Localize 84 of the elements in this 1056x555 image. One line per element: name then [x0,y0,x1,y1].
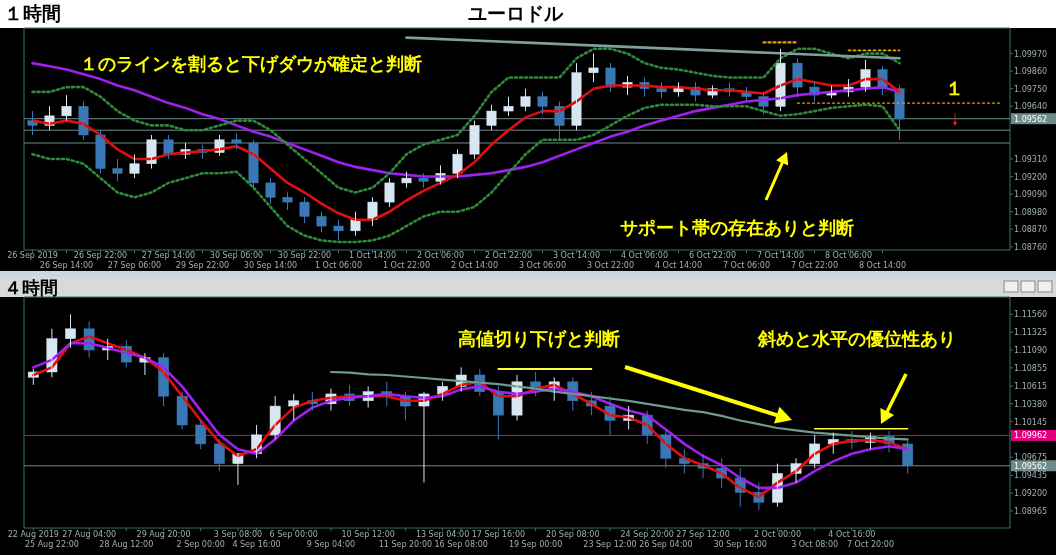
x-tick-label: 6 Sep 00:00 [269,530,318,539]
x-tick-label: 26 Sep 14:00 [39,260,94,270]
x-tick-label: 11 Sep 20:00 [378,539,433,549]
x-tick-label: 30 Sep 14:00 [243,260,298,270]
x-tick-label: 9 Sep 04:00 [306,539,356,549]
x-tick-label: 7 Oct 06:00 [722,260,771,270]
x-tick-label: 8 Oct 14:00 [858,260,907,270]
x-tick-label: 3 Oct 14:00 [552,251,601,260]
y-tick-label: 1.09860 [1014,67,1048,77]
x-tick-label: 27 Sep 06:00 [107,260,162,270]
x-tick-label: 7 Oct 14:00 [756,251,805,260]
annotation: １のラインを割ると下げダウが確定と判断 [80,53,422,74]
y-tick-label: 1.09750 [1014,84,1048,94]
x-tick-label: 4 Oct 06:00 [620,251,669,260]
annotation: ４時間 [4,277,58,298]
x-tick-label: 17 Sep 16:00 [471,530,526,539]
x-tick-label: 20 Sep 08:00 [546,530,600,539]
x-tick-label: 4 Oct 14:00 [654,260,703,270]
y-tick-label: 1.08980 [1014,207,1048,217]
x-tick-label: 4 Oct 16:00 [828,530,876,539]
x-tick-label: 1 Oct 22:00 [382,260,431,270]
y-tick-label: 1.09435 [1014,471,1048,481]
y-tick-label: 1.11560 [1014,310,1048,320]
x-tick-label: 13 Sep 04:00 [415,530,470,539]
text: １時間 [4,2,61,24]
x-tick-label: 2 Oct 06:00 [416,251,465,260]
y-tick-label: 1.09090 [1014,190,1048,200]
y-tick-label: 1.08760 [1014,242,1048,252]
x-tick-label: 1 Oct 06:00 [314,260,363,270]
x-tick-label: 27 Sep 14:00 [141,251,196,260]
x-tick-label: 4 Sep 16:00 [232,539,281,549]
x-tick-label: 3 Oct 22:00 [586,260,635,270]
y-tick-label: 1.11090 [1014,346,1048,356]
x-tick-label: 25 Aug 22:00 [24,539,79,549]
annotation: サポート帯の存在ありと判断 [620,217,854,238]
x-tick-label: 3 Oct 06:00 [518,260,567,270]
x-tick-label: 22 Aug 2019 [7,530,59,539]
x-tick-label: 30 Sep 06:00 [209,251,264,260]
x-tick-label: 8 Oct 06:00 [824,251,873,260]
y-tick-label: 1.09675 [1014,453,1048,463]
x-tick-label: 30 Sep 16:00 [713,539,767,549]
y-tick-label: 1.09310 [1014,154,1048,164]
x-tick-label: 10 Sep 12:00 [341,530,395,539]
y-tick-label: 1.10380 [1014,399,1048,409]
x-tick-label: 28 Aug 12:00 [99,539,154,549]
x-tick-label: 24 Sep 20:00 [620,530,674,539]
x-tick-label: 3 Sep 08:00 [213,530,263,539]
x-tick-label: 26 Sep 22:00 [73,251,128,260]
y-tick-label: 1.11325 [1014,328,1048,338]
chart-title: ユーロドル [467,2,564,24]
x-tick-label: 26 Sep 2019 [7,251,58,260]
x-tick-label: 23 Sep 12:00 [583,539,637,549]
x-tick-label: 3 Oct 08:00 [791,539,839,549]
ref-line-label: 1.09562 [1014,114,1048,124]
y-tick-label: 1.09200 [1014,489,1048,499]
x-tick-label: 2 Oct 14:00 [450,260,499,270]
x-tick-label: 1 Oct 14:00 [348,251,397,260]
x-tick-label: 27 Aug 04:00 [62,530,117,539]
y-tick-label: 1.08965 [1014,506,1048,516]
x-tick-label: 2 Oct 00:00 [753,530,801,539]
x-tick-label: 7 Oct 20:00 [846,539,894,549]
x-tick-label: 7 Oct 22:00 [790,260,839,270]
x-tick-label: 16 Sep 08:00 [434,539,488,549]
y-tick-label: 1.09200 [1014,172,1048,182]
x-tick-label: 29 Sep 22:00 [175,260,230,270]
y-tick-label: 1.10615 [1014,381,1048,391]
x-tick-label: 27 Sep 12:00 [676,530,730,539]
x-tick-label: 29 Aug 20:00 [136,530,191,539]
y-tick-label: 1.10145 [1014,417,1048,427]
y-tick-label: 1.08870 [1014,225,1048,235]
ref-line-label: 1.09562 [1014,461,1048,471]
annotation: １ [945,77,964,100]
x-tick-label: 26 Sep 04:00 [639,539,693,549]
y-tick-label: 1.10855 [1014,363,1048,373]
annotation: 高値切り下げと判断 [458,328,620,349]
y-tick-label: 1.09970 [1014,49,1048,59]
x-tick-label: 30 Sep 22:00 [277,251,332,260]
annotation: 斜めと水平の優位性あり [757,328,956,349]
x-tick-label: 2 Sep 00:00 [176,539,225,549]
ref-line-label: 1.09962 [1014,431,1048,441]
x-tick-label: 6 Oct 22:00 [688,251,737,260]
y-tick-label: 1.09640 [1014,102,1048,112]
x-tick-label: 2 Oct 22:00 [484,251,533,260]
x-tick-label: 19 Sep 00:00 [508,539,563,549]
